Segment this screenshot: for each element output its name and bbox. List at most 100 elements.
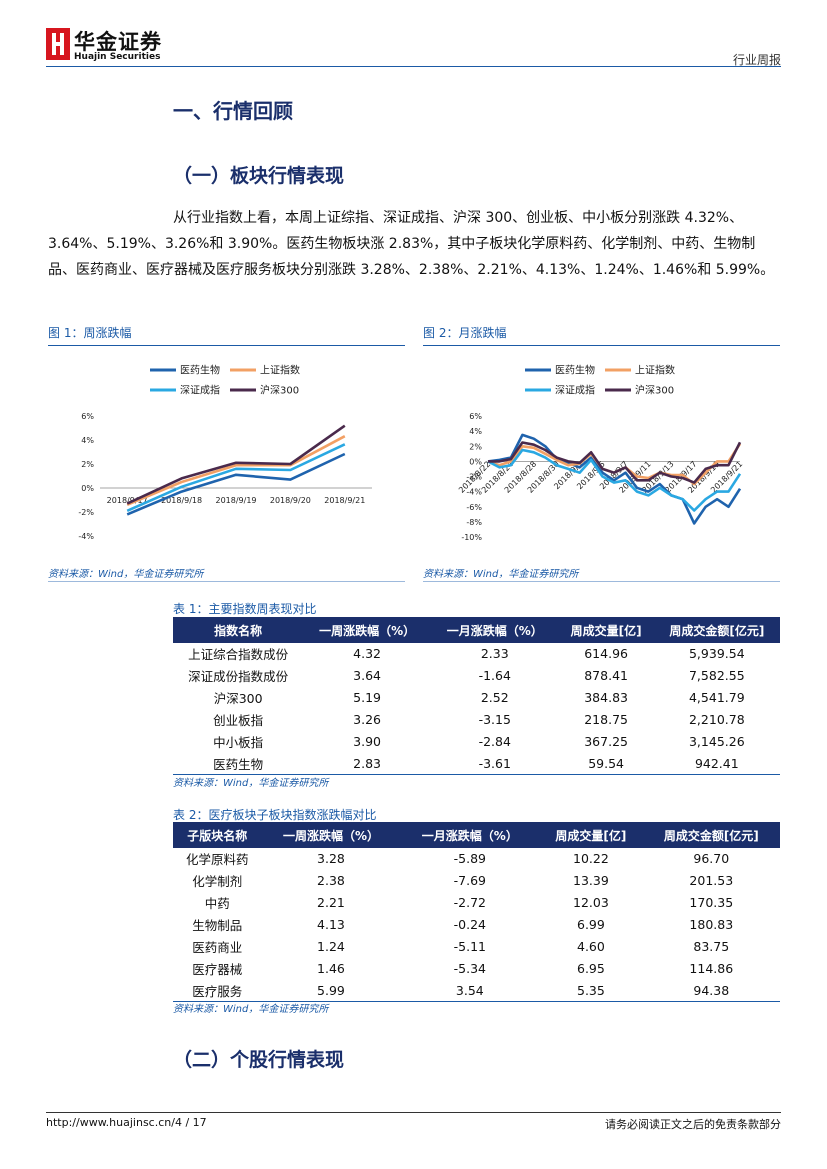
table-cell: 中小板指 <box>213 735 264 750</box>
table-cell: 170.35 <box>689 895 734 911</box>
table-row: 化学原料药 3.28 -5.89 10.22 96.70 <box>173 848 780 870</box>
table-cell: 2.52 <box>480 690 509 706</box>
table-cell: 5.35 <box>577 982 605 998</box>
rule <box>48 581 405 582</box>
table: 子版块名称 一周涨跌幅（%） 一月涨跌幅（%） 周成交量[亿] 周成交金额[亿元] 化学原… <box>173 822 780 1003</box>
column-header: 周成交量[亿] <box>558 617 654 643</box>
table-cell: 878.41 <box>584 668 628 684</box>
table-cell: 3.90 <box>353 734 381 749</box>
table-cell: 2,210.78 <box>688 712 745 728</box>
column-header: 一周涨跌幅（%） <box>303 617 431 643</box>
legend-label: 沪深300 <box>260 384 299 397</box>
table-cell: -2.72 <box>453 895 486 911</box>
x-tick-label: 2018/9/19 <box>215 496 256 505</box>
table-cell: 3.64 <box>353 668 381 684</box>
table-cell: 114.86 <box>689 960 734 976</box>
table-cell: 生物制品 <box>192 918 243 934</box>
table-cell: 218.75 <box>584 712 628 728</box>
y-tick-label: 2% <box>469 442 482 451</box>
table-cell: 上证综合指数成份 <box>188 647 289 663</box>
figure-source: 资料来源：Wind，华金证券研究所 <box>423 569 579 580</box>
table-cell: 3.54 <box>455 982 484 998</box>
table-cell: 1.46 <box>317 960 345 976</box>
series-line <box>487 448 742 512</box>
column-header: 一月涨跌幅（%） <box>430 617 559 643</box>
brand-en: Huajin Securities <box>74 52 161 62</box>
report-type: 行业周报 <box>732 53 781 67</box>
table-cell: 12.03 <box>573 895 609 911</box>
y-tick-label: -4% <box>78 532 94 541</box>
table-caption: 表 1：主要指数周表现对比 <box>173 602 317 616</box>
y-tick-label: -10% <box>461 533 482 542</box>
table-cell: -5.11 <box>453 939 486 954</box>
table-cell: 180.83 <box>689 917 734 933</box>
table-cell: -2.84 <box>478 734 511 749</box>
table-cell: 中药 <box>204 896 230 912</box>
table-cell: -5.89 <box>453 851 486 867</box>
table-cell: 沪深300 <box>213 691 263 707</box>
table-cell: 医药商业 <box>192 940 243 955</box>
table-cell: 59.54 <box>588 755 625 771</box>
table-cell: 13.39 <box>573 873 609 889</box>
table-cell: 384.83 <box>584 690 628 706</box>
legend-label: 沪深300 <box>635 384 674 397</box>
table-cell: -1.64 <box>478 668 511 684</box>
rule <box>423 581 780 582</box>
brand: 华金证券 <box>74 30 162 54</box>
table-cell: 7,582.55 <box>688 668 745 684</box>
table-cell: -5.34 <box>453 960 486 976</box>
table-cell: 6.99 <box>577 917 605 933</box>
table-cell: 化学制剂 <box>192 874 243 890</box>
table-cell: 96.70 <box>693 851 730 867</box>
legend-label: 上证指数 <box>635 364 675 377</box>
table-cell: 2.33 <box>480 646 509 662</box>
column-header: 一周涨跌幅（%） <box>261 822 401 848</box>
chart: -10%-8%-6%-4%-2%0%2%4%6%2018/8/222018/8/… <box>457 364 744 543</box>
table-row: 医疗服务 5.99 3.54 5.35 94.38 <box>173 979 780 1001</box>
table-cell: 10.22 <box>573 851 609 867</box>
table-row: 中小板指 3.90 -2.84 367.25 3,145.26 <box>173 731 780 753</box>
table-cell: 5,939.54 <box>688 646 745 662</box>
table-cell: 3,145.26 <box>688 734 745 749</box>
table-cell: 5.19 <box>353 690 381 706</box>
table-cell: 94.38 <box>693 982 730 998</box>
table-row: 生物制品 4.13 -0.24 6.99 180.83 <box>173 914 780 936</box>
x-tick-label: 2018/9/18 <box>161 496 202 505</box>
series-line <box>126 424 346 505</box>
y-tick-label: -2% <box>466 473 482 482</box>
y-tick-label: 0% <box>469 457 482 466</box>
y-tick-label: -6% <box>466 503 482 512</box>
table-cell: 2.38 <box>317 873 345 889</box>
table-cell: 医疗服务 <box>192 983 243 999</box>
legend-label: 医药生物 <box>555 364 595 377</box>
x-tick-label: 2018/9/20 <box>270 496 311 505</box>
legend-label: 深证成指 <box>555 384 595 397</box>
table-caption: 表 2：医疗板块子板块指数涨跌幅对比 <box>173 808 377 822</box>
column-header: 周成交金额[亿元] <box>653 617 780 643</box>
table-cell: 医药生物 <box>213 756 264 772</box>
table-cell: 4.60 <box>577 939 605 954</box>
figure-source: 资料来源：Wind，华金证券研究所 <box>48 569 204 580</box>
header-rule <box>46 66 781 67</box>
table-cell: 创业板指 <box>213 713 264 729</box>
section-title: 一、行情回顾 <box>173 99 293 123</box>
table-cell: -7.69 <box>453 873 486 889</box>
legend-label: 深证成指 <box>180 384 220 397</box>
y-tick-label: 4% <box>469 427 482 436</box>
table-row: 医药商业 1.24 -5.11 4.60 83.75 <box>173 936 780 958</box>
y-tick-label: 6% <box>81 412 94 421</box>
table-cell: 医疗器械 <box>192 961 243 977</box>
table-cell: 614.96 <box>584 646 628 662</box>
table-cell: 5.99 <box>317 982 345 998</box>
figure-caption: 图 2：月涨跌幅 <box>423 324 780 346</box>
column-header: 指数名称 <box>173 617 304 643</box>
table-cell: 化学原料药 <box>186 852 249 868</box>
legend-label: 上证指数 <box>260 364 300 377</box>
table-row: 沪深300 5.19 2.52 384.83 4,541.79 <box>173 687 780 709</box>
series-line <box>126 452 346 516</box>
footer-rule <box>46 1112 781 1113</box>
series-line <box>487 433 742 525</box>
table-row: 医药生物 2.83 -3.61 59.54 942.41 <box>173 752 780 774</box>
table-cell: 201.53 <box>689 873 734 889</box>
